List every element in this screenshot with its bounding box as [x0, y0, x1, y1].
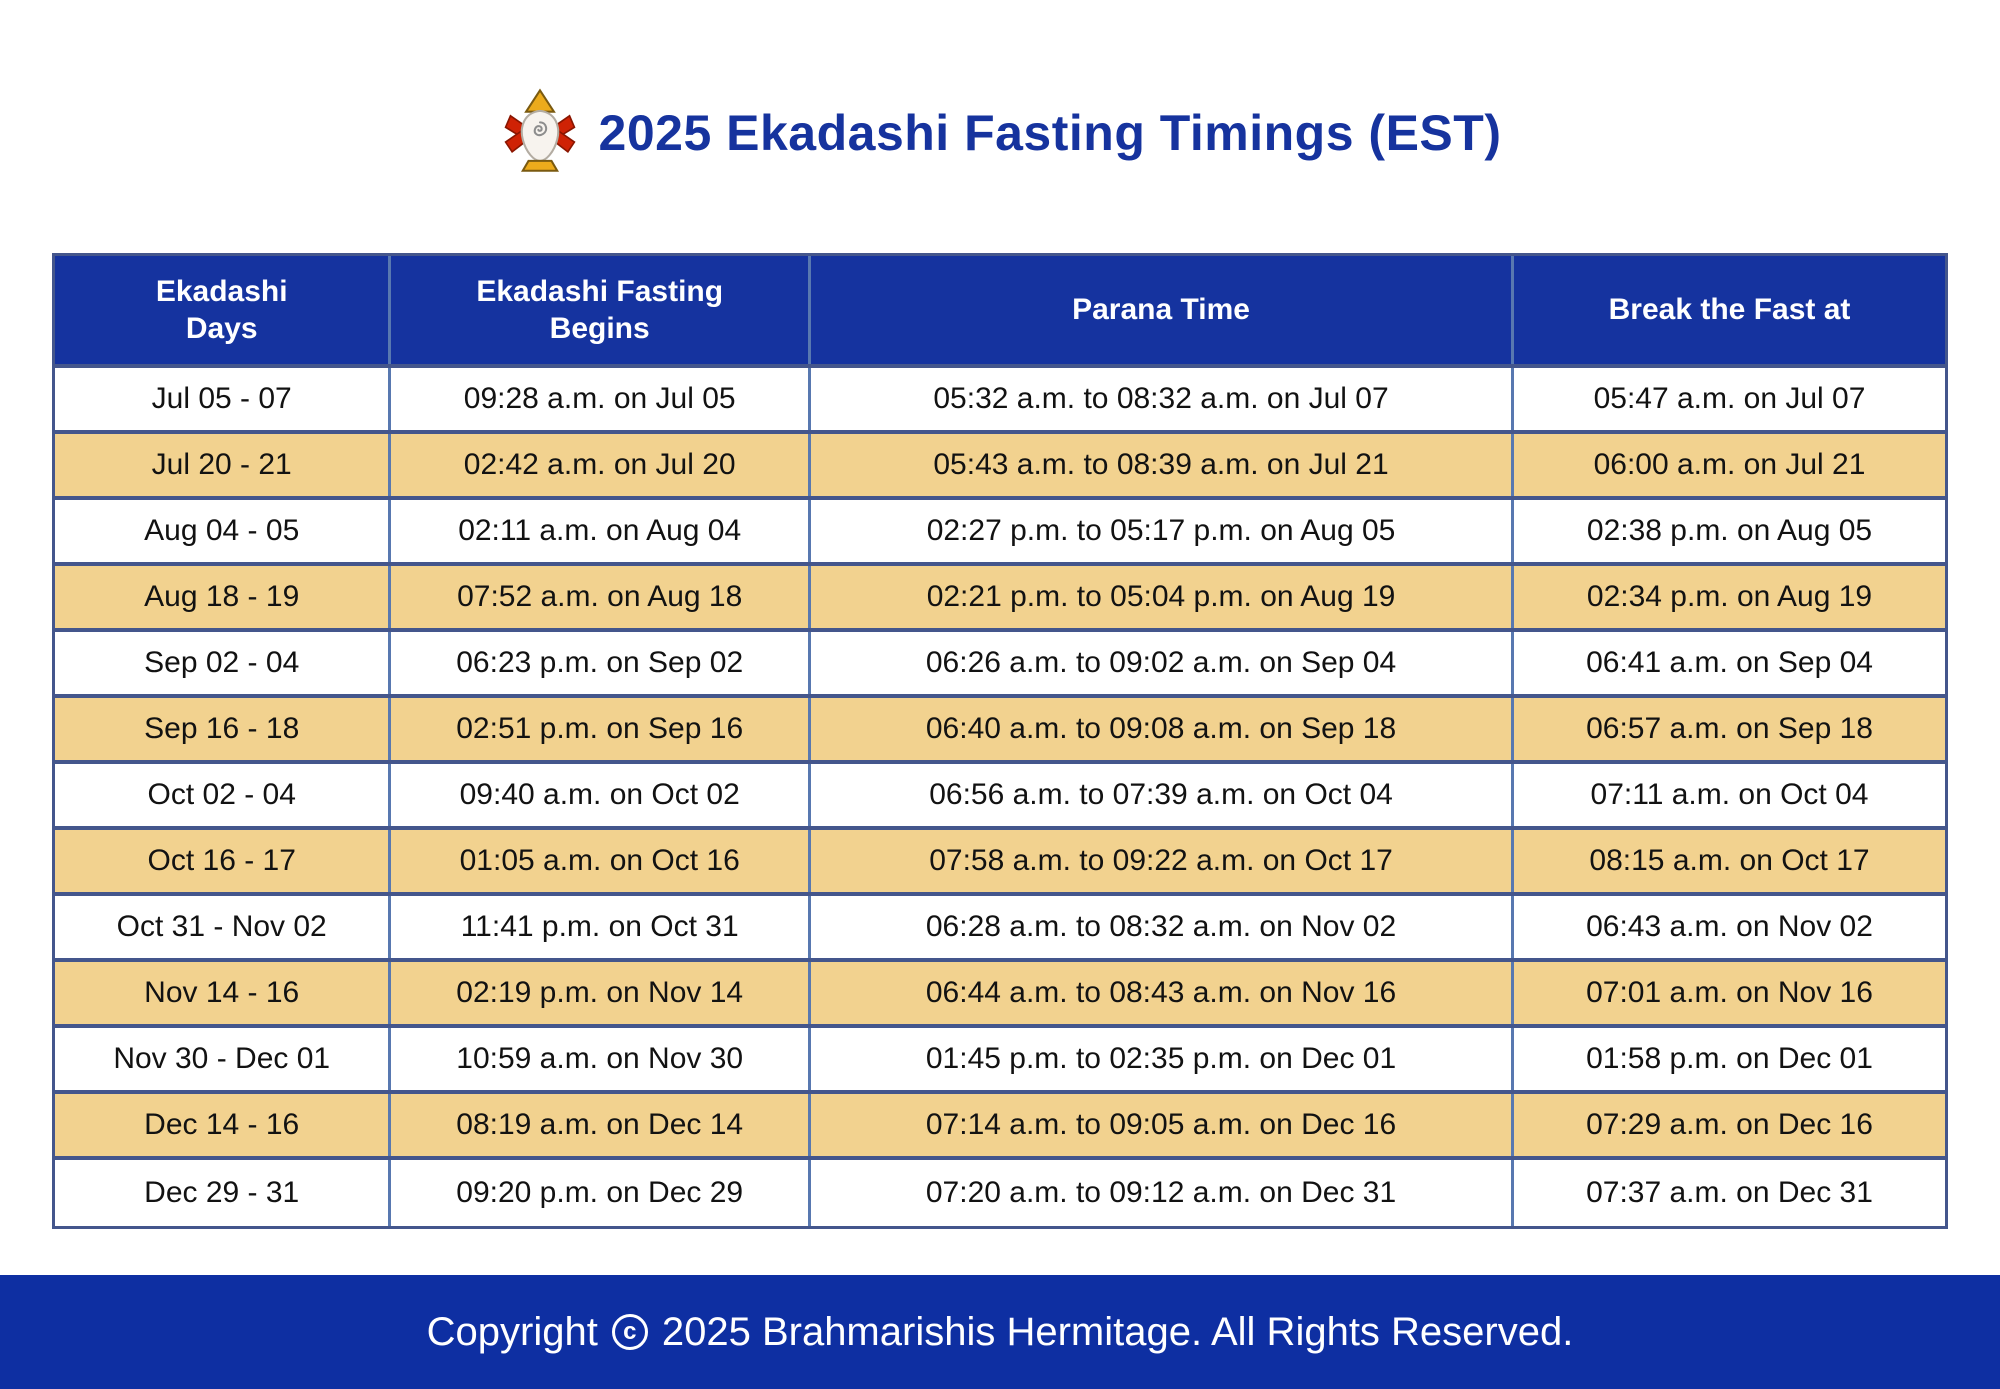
table-row-0: Jul 05 - 07 09:28 a.m. on Jul 05 05:32 a.m…: [55, 368, 1945, 434]
table-cell: 07:37 a.m. on Dec 31: [1586, 1176, 1873, 1210]
table-cell: 09:20 p.m. on Dec 29: [391, 1160, 811, 1226]
page-title-bar: 2025 Ekadashi Fasting Timings (EST): [0, 80, 2000, 185]
table-row-4: Sep 02 - 04 06:23 p.m. on Sep 02 06:26 a.m…: [55, 632, 1945, 698]
table-cell: 06:28 a.m. to 08:32 a.m. on Nov 02: [811, 896, 1515, 958]
table-cell: 06:23 p.m. on Sep 02: [391, 632, 811, 694]
table-cell: 06:41 a.m. on Sep 04: [1586, 646, 1873, 680]
timings-table: Ekadashi Days Ekadashi Fasting Begins Parana…: [52, 253, 1948, 1229]
table-cell: 11:41 p.m. on Oct 31: [391, 896, 811, 958]
column-header-1: Ekadashi Fasting Begins: [391, 256, 811, 364]
table-cell: Oct 16 - 17: [55, 830, 392, 892]
table-cell: 01:58 p.m. on Dec 01: [1586, 1042, 1873, 1076]
column-header-2: Parana Time: [811, 256, 1515, 364]
table-cell: 02:34 p.m. on Aug 19: [1586, 580, 1873, 614]
copyright-suffix: 2025 Brahmarishis Hermitage. All Rights …: [661, 1309, 1574, 1354]
column-header-line: Parana Time: [1072, 293, 1250, 327]
table-cell: Dec 14 - 16: [55, 1094, 392, 1156]
copyright-icon: c: [611, 1314, 648, 1350]
table-row-3: Aug 18 - 19 07:52 a.m. on Aug 18 02:21 p.m…: [55, 566, 1945, 632]
table-cell: 06:26 a.m. to 09:02 a.m. on Sep 04: [811, 632, 1515, 694]
table-cell: 02:11 a.m. on Aug 04: [391, 500, 811, 562]
column-header-0: Ekadashi Days: [55, 256, 392, 364]
table-cell: 07:01 a.m. on Nov 16: [1586, 976, 1873, 1010]
table-cell: 08:19 a.m. on Dec 14: [391, 1094, 811, 1156]
table-row-2: Aug 04 - 05 02:11 a.m. on Aug 04 02:27 p.m…: [55, 500, 1945, 566]
table-cell: 05:32 a.m. to 08:32 a.m. on Jul 07: [811, 368, 1515, 430]
table-cell: Jul 20 - 21: [55, 434, 392, 496]
table-cell: 07:58 a.m. to 09:22 a.m. on Oct 17: [811, 830, 1515, 892]
table-row-8: Oct 31 - Nov 02 11:41 p.m. on Oct 31 06:28…: [55, 896, 1945, 962]
table-cell: 02:27 p.m. to 05:17 p.m. on Aug 05: [811, 500, 1515, 562]
table-cell: Sep 16 - 18: [55, 698, 392, 760]
table-cell: 09:28 a.m. on Jul 05: [391, 368, 811, 430]
table-row-1: Jul 20 - 21 02:42 a.m. on Jul 20 05:43 a.m…: [55, 434, 1945, 500]
table-row-11: Dec 14 - 16 08:19 a.m. on Dec 14 07:14 a.m…: [55, 1094, 1945, 1160]
table-cell: 10:59 a.m. on Nov 30: [391, 1028, 811, 1090]
table-cell: 07:29 a.m. on Dec 16: [1586, 1108, 1873, 1142]
kalasha-icon: [503, 87, 576, 172]
table-cell: 06:00 a.m. on Jul 21: [1593, 448, 1866, 482]
table-cell: 06:44 a.m. to 08:43 a.m. on Nov 16: [811, 962, 1515, 1024]
table-header-row: Ekadashi Days Ekadashi Fasting Begins Parana…: [55, 256, 1945, 368]
table-cell: 02:21 p.m. to 05:04 p.m. on Aug 19: [811, 566, 1515, 628]
table-cell: 05:43 a.m. to 08:39 a.m. on Jul 21: [811, 434, 1515, 496]
table-cell: 07:20 a.m. to 09:12 a.m. on Dec 31: [811, 1160, 1515, 1226]
table-cell: 05:47 a.m. on Jul 07: [1593, 382, 1866, 416]
table-cell: 08:15 a.m. on Oct 17: [1589, 844, 1870, 878]
table-cell: 07:11 a.m. on Oct 04: [1590, 778, 1869, 812]
table-row-12: Dec 29 - 31 09:20 p.m. on Dec 29 07:20 a.m…: [55, 1160, 1945, 1226]
table-cell: 06:43 a.m. on Nov 02: [1586, 910, 1873, 944]
table-row-9: Nov 14 - 16 02:19 p.m. on Nov 14 06:44 a.m…: [55, 962, 1945, 1028]
column-header-line: Begins: [549, 312, 650, 345]
table-cell: Sep 02 - 04: [55, 632, 392, 694]
table-cell: Nov 30 - Dec 01: [55, 1028, 392, 1090]
table-cell: Oct 31 - Nov 02: [55, 896, 392, 958]
table-cell: Aug 04 - 05: [55, 500, 392, 562]
table-row-5: Sep 16 - 18 02:51 p.m. on Sep 16 06:40 a.m…: [55, 698, 1945, 764]
table-cell: 06:57 a.m. on Sep 18: [1586, 712, 1873, 746]
table-cell: 02:38 p.m. on Aug 05: [1586, 514, 1873, 548]
table-row-10: Nov 30 - Dec 01 10:59 a.m. on Nov 30 01:45…: [55, 1028, 1945, 1094]
column-header-line: Days: [185, 312, 258, 345]
table-cell: Aug 18 - 19: [55, 566, 392, 628]
table-cell: 02:19 p.m. on Nov 14: [391, 962, 811, 1024]
table-cell: 07:52 a.m. on Aug 18: [391, 566, 811, 628]
table-cell: 06:40 a.m. to 09:08 a.m. on Sep 18: [811, 698, 1515, 760]
column-header-line: Ekadashi: [155, 274, 288, 308]
table-cell: 01:45 p.m. to 02:35 p.m. on Dec 01: [811, 1028, 1515, 1090]
footer-bar: Copyright c 2025 Brahmarishis Hermitage.…: [0, 1275, 2000, 1389]
copyright-prefix: Copyright: [426, 1309, 598, 1354]
table-cell: 07:14 a.m. to 09:05 a.m. on Dec 16: [811, 1094, 1515, 1156]
column-header-3: Break the Fast at: [1514, 256, 1945, 364]
table-cell: Oct 02 - 04: [55, 764, 392, 826]
table-cell: Nov 14 - 16: [55, 962, 392, 1024]
table-row-6: Oct 02 - 04 09:40 a.m. on Oct 02 06:56 a.m…: [55, 764, 1945, 830]
column-header-line: Break the Fast at: [1608, 293, 1851, 327]
table-cell: 02:51 p.m. on Sep 16: [391, 698, 811, 760]
column-header-line: Ekadashi Fasting: [476, 274, 724, 308]
table-cell: 02:42 a.m. on Jul 20: [391, 434, 811, 496]
table-cell: Dec 29 - 31: [55, 1160, 392, 1226]
table-cell: 09:40 a.m. on Oct 02: [391, 764, 811, 826]
table-row-7: Oct 16 - 17 01:05 a.m. on Oct 16 07:58 a.m…: [55, 830, 1945, 896]
table-cell: Jul 05 - 07: [55, 368, 392, 430]
table-cell: 06:56 a.m. to 07:39 a.m. on Oct 04: [811, 764, 1515, 826]
table-cell: 01:05 a.m. on Oct 16: [391, 830, 811, 892]
page-title: 2025 Ekadashi Fasting Timings (EST): [598, 104, 1502, 161]
